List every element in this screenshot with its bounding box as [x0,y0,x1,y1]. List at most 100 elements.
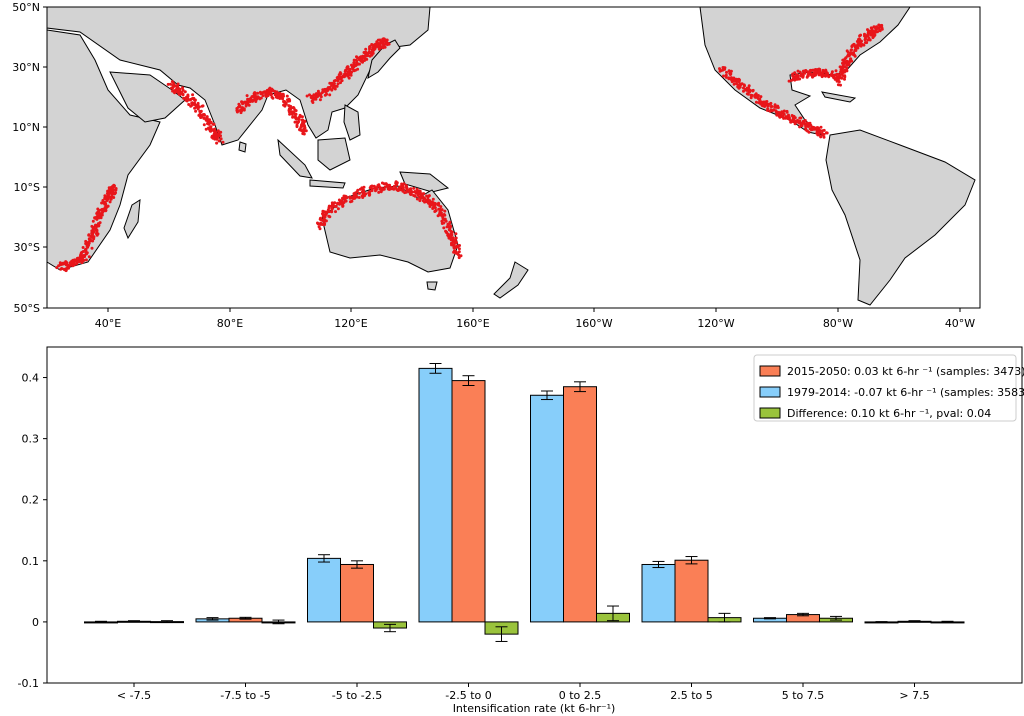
genesis-point [287,107,291,111]
land-newguinea [399,171,450,193]
x-tick-label: 5 to 7.5 [782,689,825,702]
genesis-point [727,69,731,73]
legend-swatch [759,407,781,419]
genesis-point [216,129,220,133]
genesis-point [84,258,88,262]
genesis-point [245,94,249,98]
genesis-point [317,225,321,229]
genesis-point [318,98,322,102]
genesis-point [442,226,446,230]
genesis-point [377,190,381,194]
lon-label: 120°W [697,317,734,330]
genesis-point [284,102,288,106]
genesis-point [415,197,419,201]
genesis-point [409,193,413,196]
legend-swatch [759,365,781,377]
genesis-point [330,210,334,214]
genesis-point [827,75,831,79]
genesis-point [288,104,292,108]
genesis-point [217,139,221,143]
genesis-point [380,45,384,49]
genesis-point [180,90,184,94]
genesis-point [849,48,853,52]
genesis-point [87,237,91,241]
genesis-point [436,214,440,218]
genesis-point [186,97,190,101]
genesis-point [864,36,867,40]
genesis-point [806,73,810,77]
genesis-point [855,44,858,48]
genesis-point [334,205,338,208]
bar-series [84,367,965,635]
genesis-point [110,191,114,195]
genesis-point [824,74,827,78]
genesis-point [352,58,356,62]
x-tick-label: -7.5 to -5 [220,689,270,702]
genesis-point [356,188,360,192]
bar-series-1 [786,614,820,623]
genesis-point [781,114,785,118]
genesis-point [796,69,800,73]
genesis-point [319,221,323,225]
y-axis: -0.1 0 0.1 0.2 0.3 0.4 [18,372,47,690]
genesis-point [446,222,450,226]
genesis-point [324,219,328,223]
genesis-point [746,92,750,96]
genesis-point [734,77,738,81]
genesis-point [766,108,769,112]
genesis-point [422,192,426,196]
bar-series-1 [340,563,374,623]
genesis-point [830,70,834,74]
genesis-point [330,207,334,211]
genesis-point [408,187,412,191]
genesis-point [332,82,336,86]
land-south-america [825,129,976,306]
genesis-point [370,187,374,191]
genesis-point [799,116,803,120]
genesis-point [92,225,96,229]
legend-entry: 2015-2050: 0.03 kt 6-hr ⁻¹ (samples: 347… [787,365,1024,378]
genesis-point [328,87,332,91]
genesis-point [191,93,195,97]
genesis-point [338,77,342,81]
genesis-point [276,93,280,97]
genesis-point [360,194,364,198]
y-tick-label: 0.1 [22,555,40,568]
genesis-point [217,134,221,138]
genesis-point [788,118,792,122]
genesis-point [110,187,114,190]
genesis-point [395,183,399,187]
genesis-point [880,26,884,30]
genesis-point [319,95,323,99]
genesis-point [820,131,824,135]
genesis-point [324,212,328,215]
genesis-point [772,108,776,112]
genesis-point [443,217,447,221]
genesis-point [755,94,759,98]
genesis-point [787,113,790,117]
genesis-point [352,61,356,65]
genesis-point [807,130,811,134]
genesis-point [880,23,884,27]
genesis-point [384,42,388,46]
genesis-point [271,89,275,93]
genesis-point [59,263,63,267]
genesis-point [438,207,442,211]
genesis-point [356,56,360,60]
genesis-point [107,192,111,196]
x-tick-label: -5 to -2.5 [332,689,382,702]
genesis-point [366,52,369,56]
genesis-point [863,32,866,36]
genesis-point [314,97,318,101]
bar-series-1 [674,559,709,623]
genesis-point [297,115,301,119]
genesis-point [211,122,215,126]
genesis-point [719,69,723,73]
genesis-point [76,260,80,264]
genesis-point [244,102,248,106]
bar-series-2 [150,621,184,624]
genesis-point [249,96,253,100]
genesis-point [91,235,95,239]
y-tick-label: 0.3 [22,433,40,446]
genesis-point [94,223,97,227]
